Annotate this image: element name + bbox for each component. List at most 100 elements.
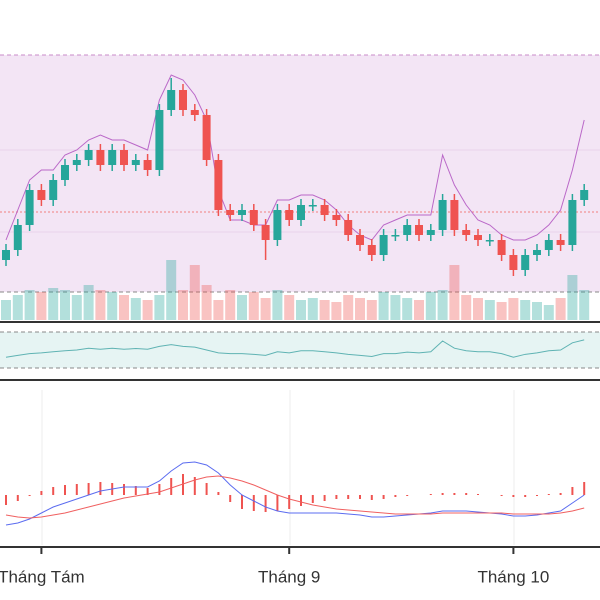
candle-body	[568, 200, 577, 245]
candle-body	[190, 110, 199, 115]
macd-hist	[52, 487, 55, 495]
macd-hist	[311, 495, 314, 503]
macd-hist	[170, 478, 173, 495]
candle-body	[61, 165, 69, 180]
macd-hist	[217, 492, 220, 495]
candle-body	[179, 90, 187, 110]
candle-body	[84, 150, 93, 160]
volume-bar	[36, 292, 47, 320]
macd-hist	[123, 484, 125, 495]
volume-bar	[343, 295, 354, 320]
macd-hist	[441, 493, 444, 495]
volume-bar	[166, 260, 177, 320]
macd-hist	[524, 495, 527, 497]
candle-body	[167, 90, 176, 110]
volume-bar	[425, 292, 436, 320]
candle-body	[72, 160, 81, 165]
candle-body	[108, 150, 117, 165]
volume-bar	[496, 302, 507, 320]
macd-hist	[158, 484, 161, 495]
macd-hist	[276, 495, 279, 511]
candle-body	[238, 210, 246, 215]
volume-bar	[355, 298, 365, 320]
candle-body	[474, 235, 482, 240]
candle-body	[533, 250, 541, 255]
macd-hist	[406, 495, 409, 496]
candle-body	[226, 210, 235, 215]
volume-bar	[1, 300, 11, 320]
macd-hist	[193, 477, 196, 495]
volume-bar	[142, 300, 153, 320]
volume-bar	[119, 295, 129, 320]
macd-hist	[87, 483, 90, 495]
macd-hist	[536, 495, 538, 496]
candle-body	[143, 160, 152, 170]
candle-body	[485, 240, 494, 242]
macd-hist	[28, 495, 31, 496]
volume-bar	[60, 290, 70, 320]
volume-bar	[284, 295, 295, 320]
candle-body	[356, 235, 364, 245]
candle-body	[556, 240, 565, 245]
macd-hist	[300, 495, 302, 506]
candle-body	[332, 215, 341, 220]
macd-hist	[394, 495, 397, 497]
macd-hist	[583, 482, 586, 495]
macd-hist	[382, 495, 385, 499]
macd-hist	[146, 488, 149, 495]
candle-body	[308, 205, 317, 207]
volume-bar	[201, 285, 212, 320]
candle-body	[285, 210, 294, 220]
macd-hist	[559, 493, 562, 495]
volume-bar	[437, 290, 448, 320]
macd-hist	[205, 483, 208, 495]
volume-bar	[449, 265, 460, 320]
volume-bar	[12, 295, 23, 320]
macd-hist	[264, 495, 267, 512]
volume-bar	[189, 265, 200, 320]
volume-bar	[213, 300, 224, 320]
macd-hist	[429, 494, 432, 495]
candle-body	[37, 190, 46, 200]
volume-bar	[272, 290, 283, 320]
rsi-panel	[0, 332, 600, 368]
volume-bar	[555, 298, 566, 320]
macd-hist	[40, 491, 43, 495]
candle-body	[120, 150, 128, 165]
macd-hist	[64, 485, 66, 495]
candle-body	[544, 240, 553, 250]
volume-bar	[95, 290, 106, 320]
candle-body	[49, 180, 58, 200]
candle-body	[273, 210, 282, 240]
volume-bar	[319, 300, 330, 320]
volume-bar	[414, 300, 424, 320]
macd-line	[5, 461, 585, 526]
macd-hist	[252, 495, 255, 511]
macd-hist	[75, 484, 78, 495]
macd-hist	[512, 495, 515, 497]
volume-bar	[248, 292, 259, 320]
candle-body	[155, 110, 164, 170]
macd-hist	[241, 495, 243, 509]
volume-bar	[130, 298, 141, 320]
volume-bar	[178, 290, 188, 320]
x-tick-label: Tháng Tám	[0, 567, 85, 586]
volume-bar	[543, 305, 554, 320]
macd-hist	[370, 495, 373, 500]
macd-hist	[453, 493, 456, 495]
volume-bar	[390, 295, 401, 320]
volume-bar	[48, 288, 59, 320]
volume-bar	[461, 295, 472, 320]
candle-body	[214, 160, 223, 210]
macd-hist	[134, 486, 137, 495]
volume-bar	[579, 290, 590, 320]
x-tick-label: Tháng 10	[477, 567, 549, 586]
band-line	[5, 74, 585, 241]
macd-hist	[465, 493, 468, 495]
candle-body	[426, 230, 435, 235]
volume-bar	[307, 298, 318, 320]
candle-body	[297, 205, 305, 220]
candle-body	[462, 230, 471, 235]
macd-hist	[16, 495, 19, 501]
